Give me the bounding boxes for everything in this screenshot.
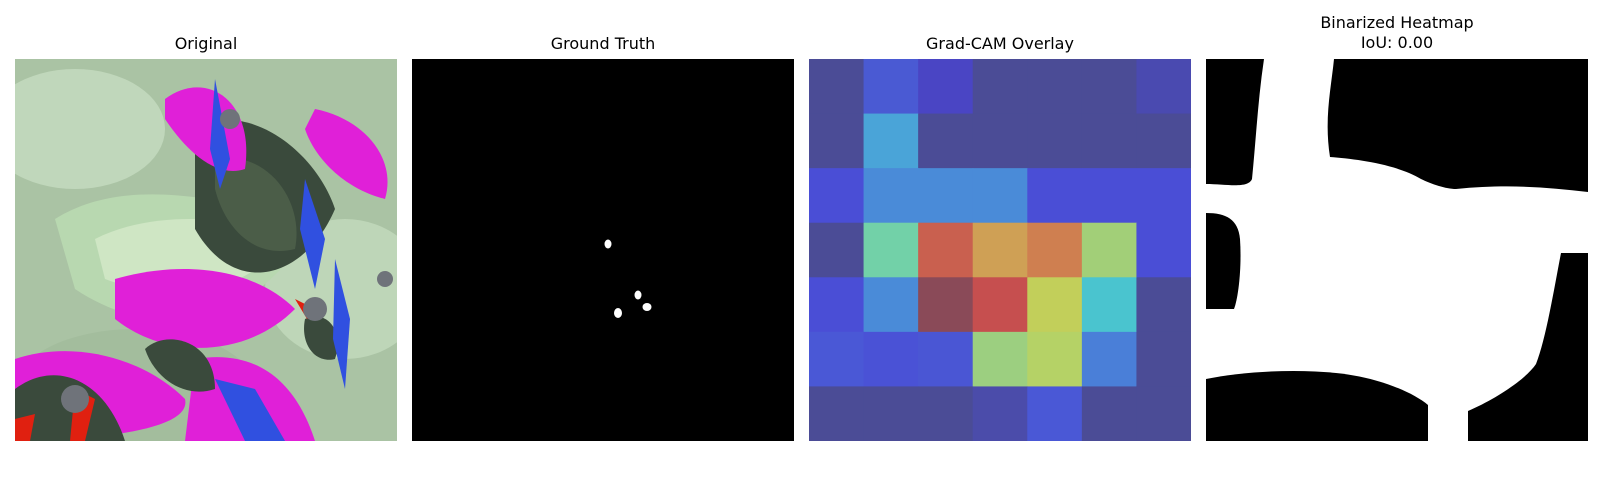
heatmap-cell [1081,277,1138,333]
heatmap-cell [1081,168,1138,224]
heatmap-cell [1136,113,1191,169]
heatmap-cell [918,386,974,441]
heatmap-cell [1081,59,1138,115]
heatmap-cell [809,386,865,441]
heatmap-cell [809,113,865,169]
heatmap-cell [972,222,1028,278]
heatmap-cell [863,168,919,224]
black-region [1468,253,1588,441]
heatmap-cell [809,59,865,115]
heatmap-cell [972,59,1028,115]
ground-truth-title: Ground Truth [550,34,656,53]
heatmap-cell [1081,331,1138,388]
heatmap-cell [972,168,1028,224]
mask-spot [604,239,612,249]
heatmap-cell [972,331,1028,388]
heatmap-cell [918,59,974,115]
heatmap-cell [972,277,1028,333]
heatmap-cell [809,331,865,388]
mask-spot [614,308,622,318]
heatmap-cell [863,386,919,441]
ground-truth-panel [412,59,794,441]
heatmap-cell [809,168,865,224]
heatmap-cell [1027,386,1083,441]
black-region [1327,59,1588,192]
black-region [1206,371,1428,441]
heatmap-cell [918,168,974,224]
ground-truth-mask [412,59,794,441]
binarized-heatmap-title: Binarized Heatmap IoU: 0.00 [1320,13,1474,52]
heatmap-cell [1081,113,1138,169]
mask-spot [634,290,642,300]
original-title: Original [174,34,238,53]
heatmap-cell [918,113,974,169]
heatmap-cell [1136,386,1191,441]
heatmap-cell [863,113,919,169]
heatmap-cell [1136,59,1191,115]
gradcam-overlay-panel [809,59,1191,441]
original-image [15,59,397,441]
heatmap-cell [1136,331,1191,388]
binarized-heatmap [1206,59,1588,441]
heatmap-cell [918,222,974,278]
black-region [1206,213,1241,309]
mask-spot [642,303,652,311]
binarized-heatmap-panel [1206,59,1588,441]
heatmap-cell [1081,386,1138,441]
heatmap-cell [1136,277,1191,333]
heatmap-cell [863,222,919,278]
heatmap-cell [863,59,919,115]
heatmap-cell [1027,331,1083,388]
heatmap-cell [1027,168,1083,224]
heatmap-cell [809,277,865,333]
heatmap-cell [1027,59,1083,115]
heatmap-cell [972,113,1028,169]
heatmap-cell [918,331,974,388]
heatmap-cell [1027,277,1083,333]
original-image-panel [15,59,397,441]
heatmap-cell [1136,168,1191,224]
heatmap-cell [1081,222,1138,278]
heatmap-cell [863,331,919,388]
gradcam-overlay-title: Grad-CAM Overlay [926,34,1074,53]
heatmap-cell [1027,113,1083,169]
heatmap-cell [918,277,974,333]
heatmap-cell [1027,222,1083,278]
heatmap-cell [972,386,1028,441]
heatmap-cell [863,277,919,333]
heatmap-cell [1136,222,1191,278]
black-region [1206,59,1264,186]
heatmap-cell [809,222,865,278]
gradcam-heatmap [809,59,1191,441]
